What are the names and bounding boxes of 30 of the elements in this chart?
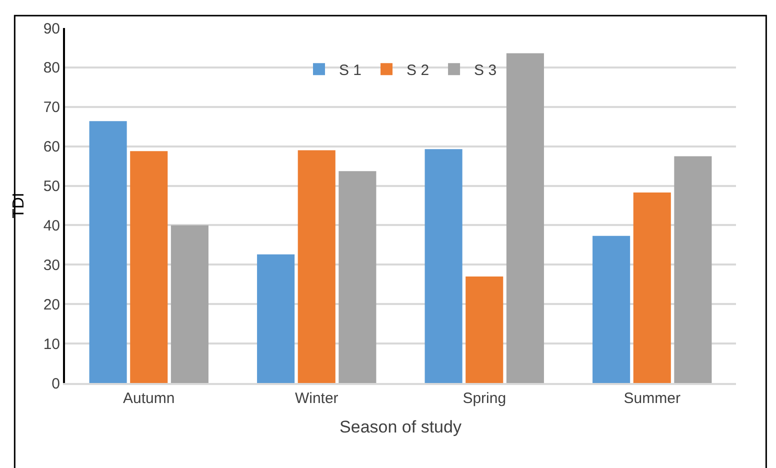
y-tick-label: 0: [52, 375, 60, 392]
y-tick-label: 30: [43, 256, 60, 274]
bar: [592, 236, 630, 383]
bar: [674, 156, 712, 383]
bar: [170, 225, 208, 383]
y-tick-label: 20: [43, 296, 60, 314]
y-tick-label: 40: [43, 217, 60, 234]
legend-label: S 2: [406, 62, 430, 79]
bar: [424, 149, 462, 383]
y-tick-label: 90: [43, 20, 60, 38]
bar: [257, 254, 295, 383]
x-tick-label: Summer: [624, 390, 680, 407]
bar: [633, 192, 671, 383]
legend-label: S 1: [339, 62, 362, 79]
bar: [506, 53, 544, 383]
y-tick-label: 50: [43, 178, 60, 196]
bar: [338, 171, 376, 383]
y-tick-label: 70: [43, 99, 60, 116]
y-tick-label: 80: [43, 60, 60, 77]
x-tick-label: Autumn: [123, 390, 175, 407]
y-tick-label: 10: [43, 336, 60, 353]
y-tick-label: 60: [43, 138, 60, 156]
bar: [130, 151, 168, 383]
bar: [298, 150, 336, 383]
x-tick-label: Winter: [294, 390, 338, 407]
bar: [89, 121, 127, 383]
legend-label: S 3: [474, 62, 497, 79]
x-tick-label: Spring: [462, 390, 506, 407]
x-axis-title: Season of study: [340, 418, 462, 437]
bar: [466, 276, 504, 383]
